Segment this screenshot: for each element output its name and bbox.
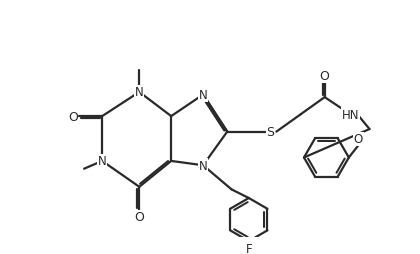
- Text: N: N: [98, 155, 107, 168]
- Text: O: O: [354, 133, 363, 146]
- Text: HN: HN: [342, 108, 359, 121]
- Text: F: F: [245, 242, 252, 254]
- Text: O: O: [320, 70, 330, 83]
- Text: O: O: [68, 110, 78, 123]
- Text: O: O: [134, 211, 144, 224]
- Text: S: S: [266, 126, 274, 139]
- Text: N: N: [135, 86, 144, 99]
- Text: N: N: [199, 89, 207, 102]
- Text: N: N: [199, 159, 207, 172]
